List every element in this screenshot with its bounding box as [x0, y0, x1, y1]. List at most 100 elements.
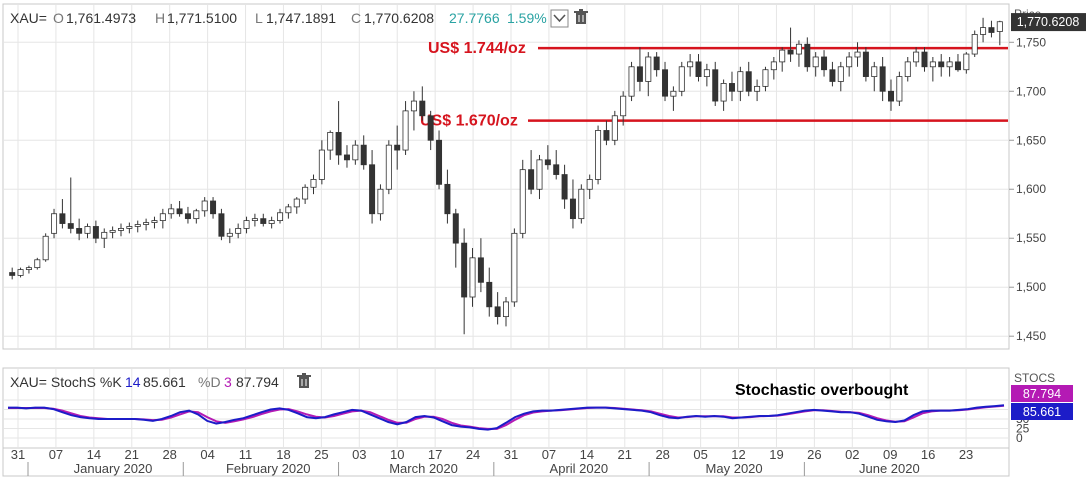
- candle-body: [519, 169, 526, 234]
- candle: [235, 223, 242, 239]
- candle-body: [862, 51, 869, 77]
- candle-body: [201, 200, 208, 212]
- level-label: US$ 1.744/oz: [428, 40, 526, 57]
- candle-body: [477, 257, 484, 283]
- candle-body: [754, 85, 761, 92]
- candle: [193, 208, 200, 224]
- candle-body: [770, 61, 777, 71]
- candle: [385, 140, 392, 195]
- candle: [888, 79, 895, 111]
- candle-body: [553, 164, 560, 175]
- candle-body: [25, 267, 32, 270]
- candle: [561, 164, 568, 209]
- candle-body: [134, 224, 141, 227]
- x-tick-label: 21: [618, 447, 632, 462]
- annotations: US$ 1.744/oz US$ 1.670/oz: [420, 40, 1008, 130]
- candle: [251, 213, 258, 227]
- candle-body: [695, 61, 702, 77]
- candle: [184, 206, 191, 224]
- candle: [360, 135, 367, 170]
- candle-body: [469, 257, 476, 298]
- stoch-label: XAU= StochS %K: [10, 374, 122, 390]
- candle-body: [854, 51, 861, 58]
- candle-body: [779, 49, 786, 63]
- x-month-label: January 2020: [74, 461, 153, 476]
- candle: [260, 213, 267, 227]
- candle: [569, 179, 576, 229]
- x-tick-label: 21: [125, 447, 139, 462]
- candle: [795, 40, 802, 67]
- candle-body: [595, 130, 602, 180]
- candle: [703, 63, 710, 87]
- x-tick-label: 09: [883, 447, 897, 462]
- candle: [143, 218, 150, 231]
- candle-body: [913, 51, 920, 63]
- candle-body: [193, 210, 200, 220]
- candle: [419, 86, 426, 121]
- candle: [293, 197, 300, 214]
- candle: [469, 248, 476, 307]
- candle-body: [929, 61, 936, 68]
- candle-body: [352, 144, 359, 161]
- x-tick-label: 18: [276, 447, 290, 462]
- candle-body: [419, 100, 426, 117]
- grid: [4, 5, 1008, 447]
- x-tick-label: 11: [239, 447, 253, 462]
- x-tick-label: 14: [580, 447, 594, 462]
- candle: [109, 226, 116, 239]
- x-tick-label: 31: [11, 447, 25, 462]
- trash-icon[interactable]: [574, 9, 588, 24]
- candle-body: [871, 66, 878, 77]
- candle-body: [620, 95, 627, 117]
- stoch-d-value: 87.794: [236, 374, 279, 390]
- candle-body: [369, 164, 376, 215]
- price-tick-label: 1,450: [1016, 329, 1046, 343]
- candle-body: [109, 229, 116, 233]
- candle: [377, 184, 384, 221]
- candle: [653, 52, 660, 77]
- candle-body: [728, 83, 735, 92]
- x-tick-label: 12: [731, 447, 745, 462]
- candle-body: [879, 66, 886, 92]
- candle-body: [829, 69, 836, 82]
- level-label: US$ 1.670/oz: [420, 113, 518, 130]
- stoch-d-label: %D: [198, 374, 221, 390]
- candle-body: [243, 220, 250, 229]
- candle-body: [444, 183, 451, 215]
- candle-body: [921, 51, 928, 68]
- candle-body: [285, 206, 292, 214]
- candle-body: [377, 188, 384, 215]
- candle: [988, 20, 995, 38]
- x-month-label: April 2020: [550, 461, 609, 476]
- candle-body: [59, 213, 66, 224]
- candle-body: [528, 169, 535, 190]
- candle: [168, 203, 175, 219]
- candle: [519, 159, 526, 239]
- candle-body: [268, 220, 275, 224]
- high-label: H: [155, 10, 165, 26]
- candle: [871, 61, 878, 92]
- candle-body: [720, 83, 727, 102]
- candle: [427, 110, 434, 151]
- price-tick-label: 1,500: [1016, 280, 1046, 294]
- candle: [904, 56, 911, 82]
- trash-icon[interactable]: [297, 373, 311, 388]
- candle-body: [151, 220, 158, 223]
- candle: [996, 20, 1003, 46]
- candle: [201, 197, 208, 217]
- x-tick-label: 26: [807, 447, 821, 462]
- x-tick-label: 07: [542, 447, 556, 462]
- candle: [277, 208, 284, 224]
- candle: [335, 101, 342, 165]
- candle-body: [544, 159, 551, 166]
- candle-body: [385, 144, 392, 190]
- candle: [879, 56, 886, 102]
- candle-body: [251, 218, 258, 221]
- candle-body: [804, 43, 811, 68]
- candle: [754, 79, 761, 102]
- candle: [402, 101, 409, 155]
- dropdown-button[interactable]: [550, 9, 569, 28]
- candle: [628, 61, 635, 102]
- candle: [452, 208, 459, 268]
- candle: [528, 150, 535, 195]
